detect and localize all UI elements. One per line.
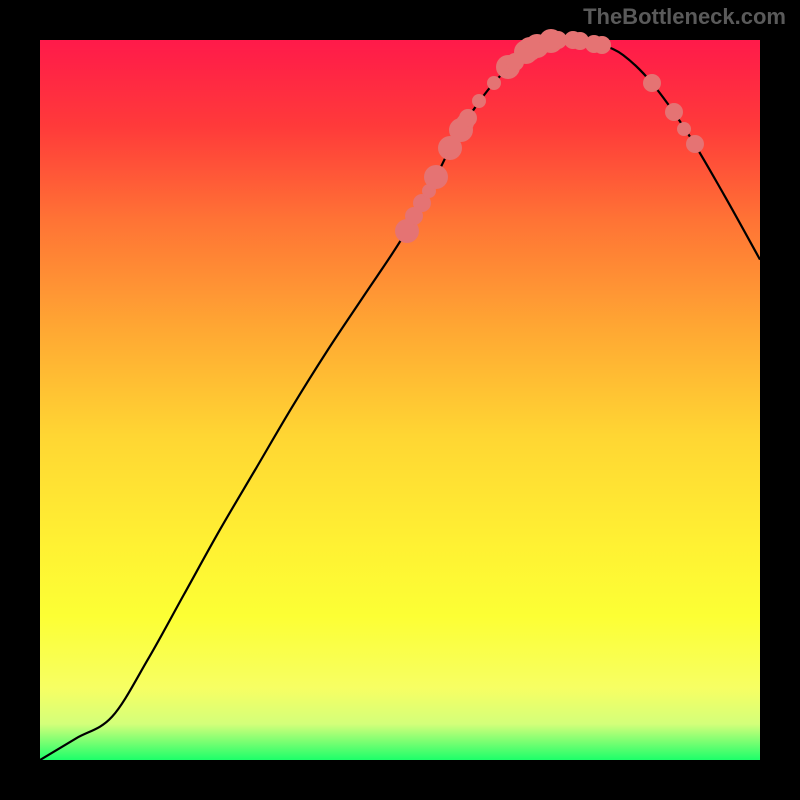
data-point	[686, 135, 704, 153]
data-point	[518, 37, 542, 61]
data-point	[413, 194, 431, 212]
data-point	[472, 94, 486, 108]
data-point	[456, 114, 474, 132]
data-point	[422, 184, 436, 198]
data-point	[405, 207, 423, 225]
data-point	[487, 76, 501, 90]
data-point	[395, 219, 419, 243]
data-point	[677, 122, 691, 136]
data-point	[665, 103, 683, 121]
data-point	[506, 53, 524, 71]
bottleneck-curve	[40, 40, 760, 760]
data-point	[449, 118, 473, 142]
curve-svg	[40, 40, 760, 760]
data-point	[438, 136, 462, 160]
data-point	[424, 165, 448, 189]
chart-container: TheBottleneck.com	[0, 0, 800, 800]
data-point	[514, 40, 538, 64]
data-point	[643, 74, 661, 92]
data-point	[496, 55, 520, 79]
background-gradient	[40, 40, 760, 760]
watermark-label: TheBottleneck.com	[583, 4, 786, 30]
plot-area	[40, 40, 760, 760]
data-point	[459, 109, 477, 127]
